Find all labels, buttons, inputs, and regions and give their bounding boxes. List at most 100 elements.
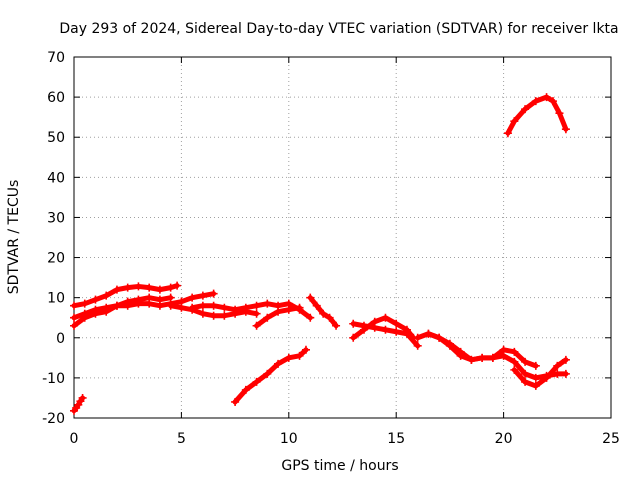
data-point (284, 305, 293, 314)
data-point (241, 303, 250, 312)
data-point (263, 299, 272, 308)
data-point (301, 345, 310, 354)
y-tick-label: 40 (47, 170, 65, 186)
y-tick-label: 0 (56, 331, 65, 347)
y-tick-label: 20 (47, 251, 65, 267)
data-point (531, 381, 540, 390)
axis-ticks: 0 5 10 15 20 25 -20 -10 0 10 20 30 40 50 60 70 (42, 50, 620, 447)
data-point (561, 125, 570, 134)
data-point (312, 301, 321, 310)
y-axis-label: SDTVAR / TECUs (6, 180, 22, 295)
grid-lines (74, 57, 611, 418)
data-point (306, 313, 315, 322)
data-point (413, 341, 422, 350)
data-point (521, 357, 530, 366)
data-point (274, 359, 283, 368)
data-point (349, 319, 358, 328)
x-tick-label: 5 (177, 431, 186, 447)
series-line (511, 357, 569, 389)
data-point (510, 357, 519, 366)
data-point (392, 319, 401, 328)
y-tick-label: 10 (47, 291, 65, 307)
data-point (145, 299, 154, 308)
data-point (445, 339, 454, 348)
data-point (499, 345, 508, 354)
data-point (553, 361, 562, 370)
y-tick-label: -20 (42, 411, 65, 427)
data-point (145, 283, 154, 292)
data-point (188, 303, 197, 312)
data-point (510, 365, 519, 374)
data-point (295, 303, 304, 312)
data-point (102, 291, 111, 300)
data-point (424, 329, 433, 338)
y-tick-label: 50 (47, 130, 65, 146)
data-point (252, 301, 261, 310)
data-point (435, 333, 444, 342)
data-point (134, 282, 143, 291)
data-point (70, 321, 78, 330)
data-point (488, 353, 497, 362)
data-point (80, 299, 89, 308)
data-point (112, 301, 121, 310)
data-point (392, 327, 401, 336)
data-point (241, 385, 250, 394)
data-point (456, 347, 465, 356)
data-point (177, 303, 186, 312)
series-line (232, 347, 309, 405)
y-tick-label: -10 (42, 371, 65, 387)
data-point (332, 321, 341, 330)
data-point (209, 289, 218, 298)
series-arc-1 (70, 393, 87, 415)
data-point (503, 129, 512, 138)
data-point (80, 309, 89, 318)
series-arc-4 (70, 289, 218, 322)
data-point (295, 351, 304, 360)
data-point (70, 313, 78, 322)
data-point (252, 309, 261, 318)
data-point (252, 321, 261, 330)
data-point (123, 301, 132, 310)
data-point (521, 369, 530, 378)
data-point (220, 311, 229, 320)
data-point (155, 301, 164, 310)
data-point (306, 293, 315, 302)
data-point (173, 281, 182, 290)
data-point (510, 117, 519, 126)
data-point (478, 353, 487, 362)
data-point (561, 355, 570, 364)
x-tick-label: 15 (387, 431, 405, 447)
data-point (231, 305, 240, 314)
chart-title: Day 293 of 2024, Sidereal Day-to-day VTE… (59, 21, 618, 37)
data-marks (70, 93, 570, 415)
y-tick-label: 60 (47, 90, 65, 106)
data-point (381, 313, 390, 322)
data-point (531, 373, 540, 382)
data-point (325, 313, 334, 322)
data-point (413, 333, 422, 342)
data-point (542, 373, 551, 382)
data-point (198, 309, 207, 318)
data-point (467, 355, 476, 364)
data-point (531, 361, 540, 370)
data-point (263, 369, 272, 378)
plot-frame (73, 56, 612, 419)
data-point (542, 93, 551, 102)
y-tick-label: 70 (47, 50, 65, 66)
data-point (521, 377, 530, 386)
data-point (198, 291, 207, 300)
series-line (505, 94, 569, 136)
data-point (263, 313, 272, 322)
data-point (359, 321, 368, 330)
data-point (284, 353, 293, 362)
data-point (252, 377, 261, 386)
data-point (134, 299, 143, 308)
data-point (166, 301, 175, 310)
y-tick-label: 30 (47, 210, 65, 226)
data-point (531, 97, 540, 106)
x-axis-label: GPS time / hours (281, 458, 398, 474)
series-arc-7 (252, 303, 304, 330)
data-point (166, 283, 175, 292)
series-arc-15 (503, 93, 570, 138)
